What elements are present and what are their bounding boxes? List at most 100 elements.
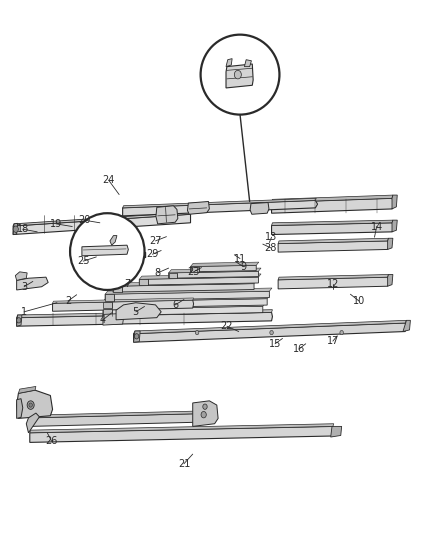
Polygon shape [30, 424, 334, 433]
Polygon shape [226, 64, 253, 88]
Circle shape [340, 330, 343, 335]
Ellipse shape [70, 213, 145, 290]
Polygon shape [134, 320, 406, 334]
Polygon shape [13, 223, 18, 235]
Text: 11: 11 [234, 254, 246, 263]
Text: 19: 19 [50, 219, 62, 229]
Polygon shape [103, 306, 263, 316]
Text: 18: 18 [17, 224, 29, 234]
Circle shape [17, 318, 21, 323]
Text: 29: 29 [146, 249, 159, 259]
Polygon shape [53, 298, 194, 303]
Polygon shape [156, 206, 178, 224]
Polygon shape [30, 411, 202, 418]
Text: 27: 27 [149, 236, 162, 246]
Polygon shape [278, 241, 390, 252]
Text: 15: 15 [269, 339, 281, 349]
Circle shape [203, 404, 207, 409]
Polygon shape [187, 201, 209, 214]
Polygon shape [392, 195, 397, 209]
Polygon shape [13, 214, 191, 235]
Polygon shape [103, 309, 112, 316]
Text: 2: 2 [65, 296, 71, 306]
Polygon shape [17, 390, 53, 418]
Text: 4: 4 [100, 315, 106, 325]
Circle shape [134, 334, 139, 339]
Polygon shape [17, 399, 23, 418]
Polygon shape [113, 286, 122, 292]
Circle shape [29, 403, 32, 407]
Polygon shape [244, 60, 251, 67]
Polygon shape [113, 280, 257, 286]
Polygon shape [250, 203, 269, 214]
Text: 20: 20 [78, 215, 90, 225]
Text: 23: 23 [187, 267, 200, 277]
Polygon shape [103, 298, 267, 308]
Polygon shape [272, 198, 394, 213]
Text: 26: 26 [46, 437, 58, 446]
Polygon shape [193, 401, 218, 426]
Polygon shape [17, 315, 22, 326]
Polygon shape [17, 312, 272, 326]
Text: 12: 12 [327, 279, 339, 288]
Polygon shape [110, 236, 117, 245]
Polygon shape [139, 277, 258, 285]
Polygon shape [17, 277, 48, 290]
Polygon shape [191, 266, 199, 272]
Polygon shape [139, 274, 261, 279]
Polygon shape [103, 302, 112, 308]
Text: 21: 21 [178, 459, 190, 469]
Polygon shape [392, 220, 397, 232]
Polygon shape [278, 274, 389, 280]
Polygon shape [134, 323, 406, 342]
Polygon shape [191, 265, 256, 272]
Polygon shape [169, 271, 258, 278]
Polygon shape [134, 331, 140, 342]
Polygon shape [103, 303, 265, 309]
Circle shape [27, 401, 34, 409]
Polygon shape [169, 273, 177, 278]
Text: 9: 9 [240, 262, 246, 271]
Circle shape [13, 226, 18, 232]
Polygon shape [331, 426, 342, 437]
Polygon shape [272, 223, 394, 235]
Polygon shape [191, 262, 259, 266]
Polygon shape [105, 288, 272, 294]
Circle shape [234, 70, 241, 79]
Text: 10: 10 [353, 296, 365, 306]
Ellipse shape [201, 35, 279, 115]
Text: 8: 8 [155, 268, 161, 278]
Text: 14: 14 [371, 222, 383, 231]
Circle shape [270, 330, 273, 335]
Polygon shape [388, 274, 393, 286]
Polygon shape [169, 268, 261, 273]
Polygon shape [272, 195, 393, 203]
Polygon shape [18, 386, 36, 393]
Text: 3: 3 [21, 282, 27, 292]
Text: 28: 28 [265, 243, 277, 253]
Polygon shape [113, 284, 254, 292]
Text: 17: 17 [327, 336, 339, 346]
Circle shape [201, 411, 206, 418]
Polygon shape [278, 277, 390, 289]
Polygon shape [123, 198, 316, 208]
Text: 7: 7 [124, 279, 130, 288]
Polygon shape [30, 426, 334, 442]
Polygon shape [30, 414, 202, 426]
Polygon shape [105, 294, 114, 301]
Polygon shape [272, 220, 393, 225]
Polygon shape [403, 320, 410, 332]
Polygon shape [53, 300, 194, 311]
Polygon shape [13, 212, 191, 226]
Polygon shape [17, 310, 272, 318]
Polygon shape [139, 279, 148, 285]
Polygon shape [123, 200, 318, 216]
Text: 25: 25 [77, 256, 89, 266]
Text: 5: 5 [133, 307, 139, 317]
Text: 24: 24 [102, 175, 115, 185]
Text: 6: 6 [172, 300, 178, 310]
Text: 22: 22 [221, 321, 233, 331]
Polygon shape [226, 59, 232, 67]
Polygon shape [103, 313, 124, 325]
Polygon shape [82, 245, 128, 256]
